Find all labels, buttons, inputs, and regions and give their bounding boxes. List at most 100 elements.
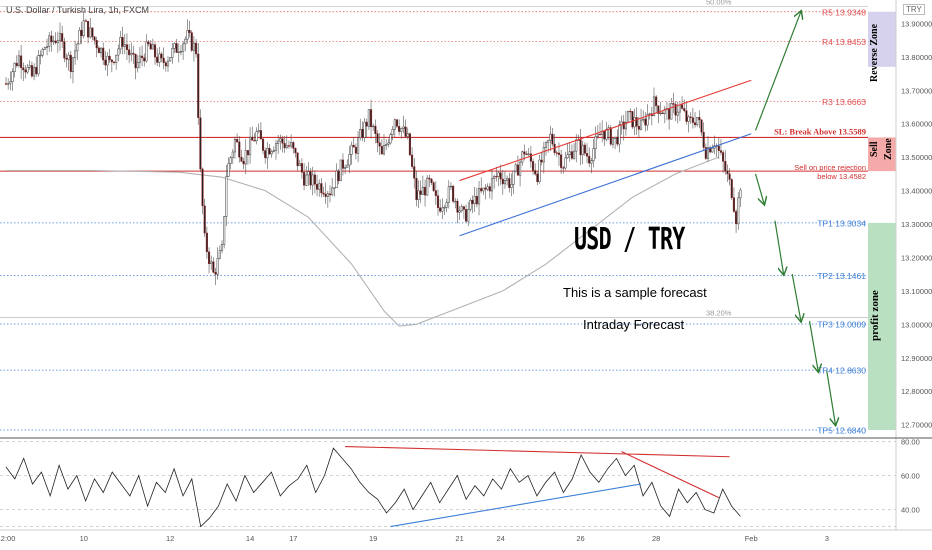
osc-line [5, 447, 741, 528]
candle [611, 138, 615, 149]
candle-body [4, 83, 8, 85]
candle-body [50, 35, 53, 43]
candle-body [465, 209, 468, 222]
candle [350, 141, 353, 165]
candle-body [177, 51, 180, 53]
candle-body [674, 104, 677, 116]
candle [704, 143, 707, 161]
candle [236, 133, 239, 144]
price-tick-label: 13.40000 [901, 187, 932, 196]
candle-body [672, 103, 675, 105]
candle-body [702, 132, 705, 148]
candle [674, 101, 677, 122]
candle-body [359, 129, 362, 139]
candle-body [346, 164, 349, 168]
candle-body [216, 257, 219, 275]
level-label-3: TP1 13.3034 [817, 218, 866, 228]
candle-body [372, 125, 375, 128]
candle-body [618, 124, 621, 145]
candle [128, 43, 131, 64]
time-tick-label: 17 [289, 534, 297, 543]
candle [143, 53, 146, 67]
candle [514, 162, 517, 173]
candle-body [523, 151, 526, 155]
candle-body [121, 36, 124, 47]
candle-body [128, 49, 131, 56]
candle-body [423, 186, 427, 196]
candle [106, 52, 109, 76]
candle [48, 32, 51, 52]
candle [272, 146, 275, 153]
candle [378, 132, 381, 156]
candle-body [661, 112, 664, 115]
currency-tag[interactable]: TRY [903, 4, 925, 15]
candle-body [156, 56, 159, 63]
candle [605, 121, 608, 142]
price-tick-label: 12.80000 [901, 387, 932, 396]
candle [102, 42, 105, 65]
candle-body [238, 141, 241, 158]
candle-body [326, 193, 329, 197]
time-tick-label: 12:00 [0, 534, 15, 543]
candle [257, 123, 260, 134]
candle-body [635, 117, 638, 127]
candle [687, 114, 690, 133]
candle-body [160, 53, 163, 59]
level-label-6: TP4 12.8630 [817, 366, 866, 376]
candle-body [735, 211, 738, 225]
candle [365, 118, 368, 138]
candle-body [486, 186, 489, 190]
time-axis[interactable]: 12:00 10 12 14 17 19 21 24 26 28 Feb 3 [0, 529, 932, 543]
candle-body [212, 261, 215, 273]
candle-body [369, 109, 373, 128]
candle-body [300, 163, 303, 173]
price-axis[interactable]: 13.90000 13.80000 13.70000 13.60000 13.50000… [895, 0, 932, 530]
candle-body [164, 62, 167, 67]
candle [529, 145, 532, 168]
candle [663, 105, 666, 124]
candle-body [365, 121, 368, 127]
candle-body [80, 29, 83, 37]
candle-body [207, 251, 211, 264]
candle [473, 186, 476, 212]
candle [151, 38, 154, 50]
candle [207, 247, 211, 274]
candle-body [41, 49, 44, 56]
channel-upper [459, 79, 752, 182]
candle [443, 204, 446, 216]
candle-body [726, 170, 729, 175]
candle [35, 56, 38, 77]
candle [341, 153, 345, 176]
candle [39, 50, 42, 65]
forecast-up-arrow [754, 12, 801, 131]
candle [447, 180, 450, 209]
candle [369, 99, 373, 139]
candle-body [521, 151, 524, 163]
candle [4, 77, 8, 86]
candle-body [344, 167, 347, 169]
candle-body [320, 183, 323, 194]
candle-body [328, 193, 332, 196]
candle [573, 143, 576, 160]
candle [344, 164, 347, 174]
candle-body [93, 36, 96, 41]
candle-body [242, 161, 245, 165]
candle-body [581, 144, 584, 156]
candle [285, 135, 288, 150]
candle-body [322, 192, 325, 195]
candle [419, 180, 422, 204]
candle [253, 133, 256, 142]
candle [138, 46, 141, 69]
price-tick-label: 13.70000 [901, 86, 932, 95]
candle [50, 30, 53, 52]
candle-body [190, 32, 193, 51]
candle-body [374, 125, 377, 134]
candle [484, 184, 487, 200]
candle-body [272, 149, 275, 152]
candle [354, 143, 357, 160]
candle-body [391, 129, 394, 135]
candle-body [419, 190, 422, 195]
candle-body [251, 136, 254, 141]
time-tick-label: Feb [745, 534, 758, 543]
